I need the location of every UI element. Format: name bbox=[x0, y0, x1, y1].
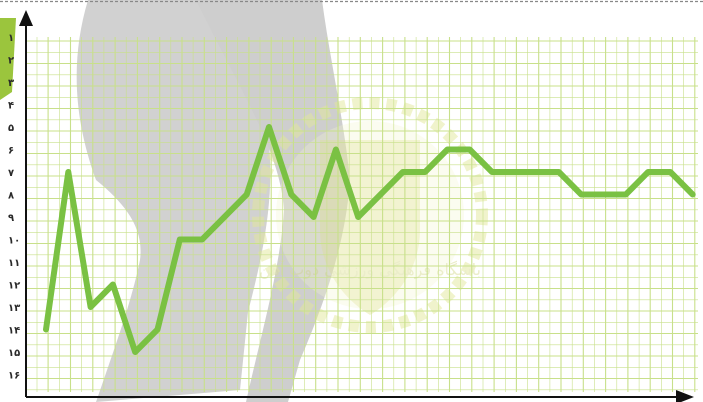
data-point bbox=[266, 124, 272, 130]
y-tick-label: ۷ bbox=[8, 168, 14, 179]
y-tick-label: ۲ bbox=[8, 56, 14, 67]
y-tick-label: ۱۳ bbox=[8, 303, 20, 314]
y-tick-label: ۳ bbox=[8, 78, 14, 89]
y-tick-label: ۱۱ bbox=[8, 258, 20, 269]
y-tick-label: ۹ bbox=[8, 213, 14, 224]
series-layer bbox=[43, 124, 696, 355]
y-tick-label: ۸ bbox=[8, 191, 14, 202]
data-point bbox=[511, 169, 517, 175]
data-point bbox=[578, 191, 584, 198]
x-axis-arrow bbox=[676, 390, 694, 402]
series-line bbox=[43, 124, 696, 355]
data-point bbox=[244, 191, 250, 198]
data-point bbox=[221, 214, 227, 220]
data-point bbox=[489, 169, 495, 175]
left-accent-bar bbox=[0, 18, 16, 100]
data-point bbox=[600, 191, 607, 198]
data-point bbox=[199, 236, 205, 243]
data-point bbox=[556, 169, 562, 175]
y-tick-label: ۴ bbox=[8, 101, 14, 112]
data-point bbox=[422, 169, 428, 175]
data-point bbox=[444, 146, 450, 153]
data-point bbox=[88, 304, 94, 310]
y-tick-label: ۶ bbox=[8, 146, 14, 157]
data-point bbox=[690, 191, 696, 198]
data-point bbox=[467, 146, 473, 153]
data-point bbox=[177, 236, 183, 243]
data-point bbox=[333, 146, 339, 153]
y-tick-label: ۱۴ bbox=[8, 326, 20, 337]
y-axis-arrow bbox=[19, 10, 33, 26]
y-tick-label: ۱۵ bbox=[8, 348, 20, 359]
data-point bbox=[65, 169, 71, 175]
background-silhouettes bbox=[76, 0, 350, 402]
y-tick-label: ۵ bbox=[8, 123, 14, 134]
y-tick-label: ۱ bbox=[8, 33, 14, 44]
data-point bbox=[623, 191, 629, 198]
data-point bbox=[288, 191, 294, 198]
watermark-text: باشگاه فرهنگی ورزشی ذوب آهن bbox=[259, 260, 481, 280]
data-point bbox=[311, 214, 317, 220]
data-point bbox=[154, 326, 161, 333]
y-tick-label: ۱۰ bbox=[8, 236, 20, 247]
data-point bbox=[355, 214, 361, 220]
data-point bbox=[110, 281, 116, 288]
data-point bbox=[400, 169, 406, 175]
data-point bbox=[132, 349, 138, 355]
data-point bbox=[667, 169, 674, 175]
data-point bbox=[43, 326, 49, 333]
data-point bbox=[534, 169, 540, 175]
y-tick-label: ۱۶ bbox=[8, 371, 20, 382]
data-point bbox=[645, 169, 651, 175]
data-point bbox=[377, 191, 384, 198]
y-tick-label: ۱۲ bbox=[8, 281, 20, 292]
